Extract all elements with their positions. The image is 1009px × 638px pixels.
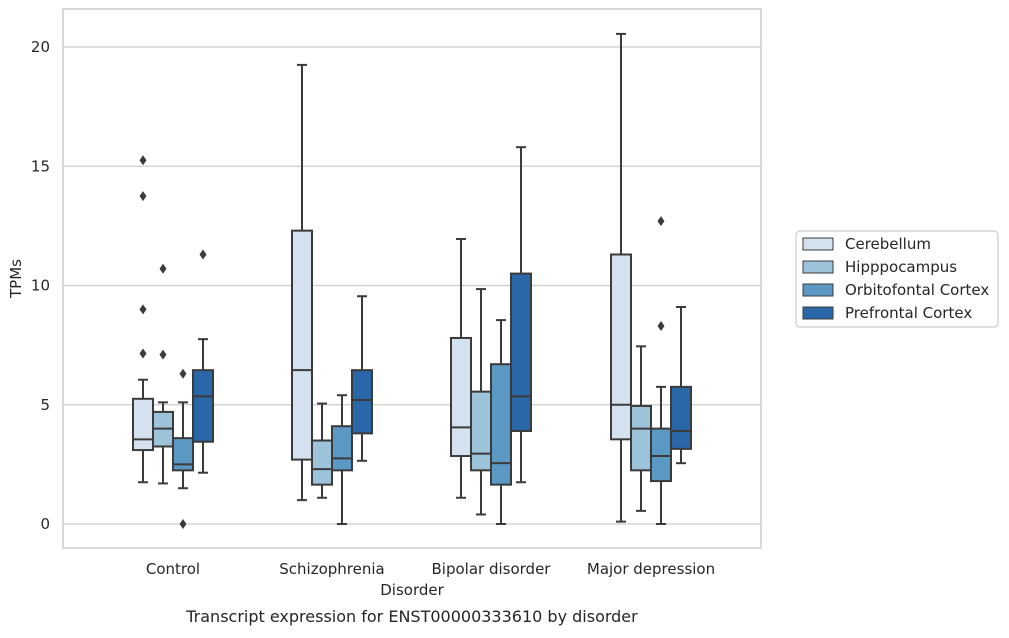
legend-swatch <box>802 237 834 251</box>
box-0-3 <box>192 249 214 474</box>
outlier-point <box>657 216 665 227</box>
legend-frame <box>795 230 999 328</box>
box-iqr <box>490 363 512 486</box>
box-iqr <box>610 253 632 441</box>
legend-label: Cerebellum <box>845 235 931 253</box>
y-tick-label: 0 <box>40 515 50 533</box>
box-iqr <box>470 390 492 472</box>
legend-label: Prefrontal Cortex <box>845 304 972 322</box>
box-3-2 <box>650 216 672 525</box>
box-3-3 <box>670 305 692 465</box>
legend: Cerebellum Hipppocampus Orbitofontal Corte… <box>795 230 999 328</box>
box-1-0 <box>291 63 313 502</box>
box-iqr <box>510 272 532 432</box>
y-tick-label: 10 <box>31 277 50 295</box>
outlier-point <box>139 348 147 359</box>
x-tick-label: Bipolar disorder <box>432 560 552 578</box>
box-2-3 <box>510 146 532 484</box>
legend-label: Hipppocampus <box>845 258 957 276</box>
box-2-0 <box>450 237 472 499</box>
box-iqr <box>132 397 154 452</box>
y-axis-label: TPMs <box>7 259 25 299</box>
box-iqr <box>630 404 652 472</box>
box-1-2 <box>331 394 353 525</box>
legend-label: Orbitofontal Cortex <box>845 281 989 299</box>
chart-caption: Transcript expression for ENST0000033361… <box>185 607 638 626</box>
box-2-2 <box>490 319 512 525</box>
box-iqr <box>650 427 672 483</box>
box-iqr <box>172 437 194 472</box>
box-3-0 <box>610 32 632 523</box>
outlier-point <box>159 349 167 360</box>
box-0-2 <box>172 368 194 529</box>
x-tick-label: Major depression <box>587 560 715 578</box>
legend-swatch <box>802 306 834 320</box>
box-iqr <box>311 439 333 486</box>
box-0-0 <box>132 155 154 484</box>
y-tick-label: 20 <box>31 38 50 56</box>
box-2-1 <box>470 288 492 516</box>
box-iqr <box>192 369 214 443</box>
box-iqr <box>331 425 353 472</box>
box-iqr <box>450 336 472 458</box>
outlier-point <box>139 304 147 315</box>
outlier-point <box>199 249 207 260</box>
box-iqr <box>670 385 692 450</box>
outlier-point <box>159 263 167 274</box>
box-1-3 <box>351 295 373 462</box>
x-axis-label: Disorder <box>380 581 444 599</box>
legend-swatch <box>802 283 834 297</box>
box-iqr <box>291 229 313 461</box>
plot-frame <box>62 8 762 549</box>
box-3-1 <box>630 345 652 512</box>
outlier-point <box>139 191 147 202</box>
box-0-1 <box>152 263 174 485</box>
x-tick-label: Control <box>146 560 200 578</box>
y-tick-label: 5 <box>40 396 50 414</box>
box-1-1 <box>311 402 333 499</box>
x-tick-label: Schizophrenia <box>279 560 384 578</box>
y-tick-label: 15 <box>31 157 50 175</box>
box-iqr <box>351 369 373 435</box>
outlier-point <box>179 519 187 529</box>
outlier-point <box>139 155 147 166</box>
outlier-point <box>657 321 665 332</box>
outlier-point <box>179 368 187 379</box>
legend-swatch <box>802 260 834 274</box>
